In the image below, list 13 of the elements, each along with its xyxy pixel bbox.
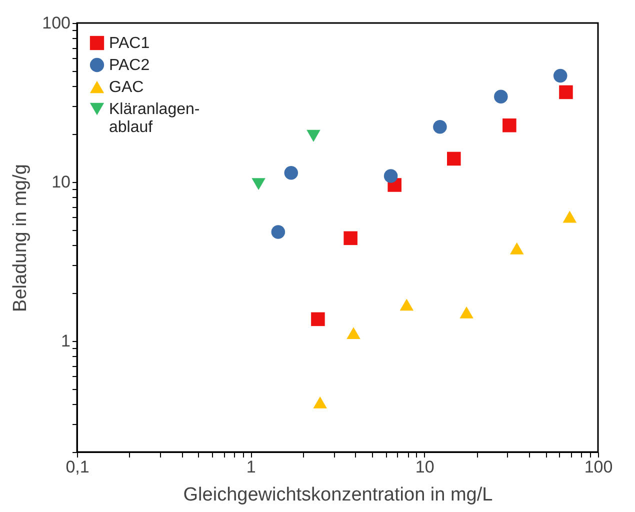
x-tick-label: 0,1 bbox=[66, 458, 90, 476]
legend-label: Kläranlagen- ablauf bbox=[109, 101, 200, 136]
x-tick-label: 100 bbox=[584, 458, 613, 476]
x-tick-label: 1 bbox=[246, 458, 256, 476]
legend-label: PAC1 bbox=[109, 35, 150, 52]
y-axis-title: Beladung in mg/g bbox=[10, 164, 32, 312]
y-tick-label: 1 bbox=[61, 331, 70, 350]
x-tick-label: 10 bbox=[415, 458, 434, 476]
legend-label: GAC bbox=[109, 79, 144, 96]
y-tick-label: 100 bbox=[42, 14, 70, 32]
legend-label: PAC2 bbox=[109, 57, 150, 74]
x-axis-title: Gleichgewichtskonzentration in mg/L bbox=[183, 484, 493, 506]
y-tick-label: 10 bbox=[52, 172, 70, 192]
